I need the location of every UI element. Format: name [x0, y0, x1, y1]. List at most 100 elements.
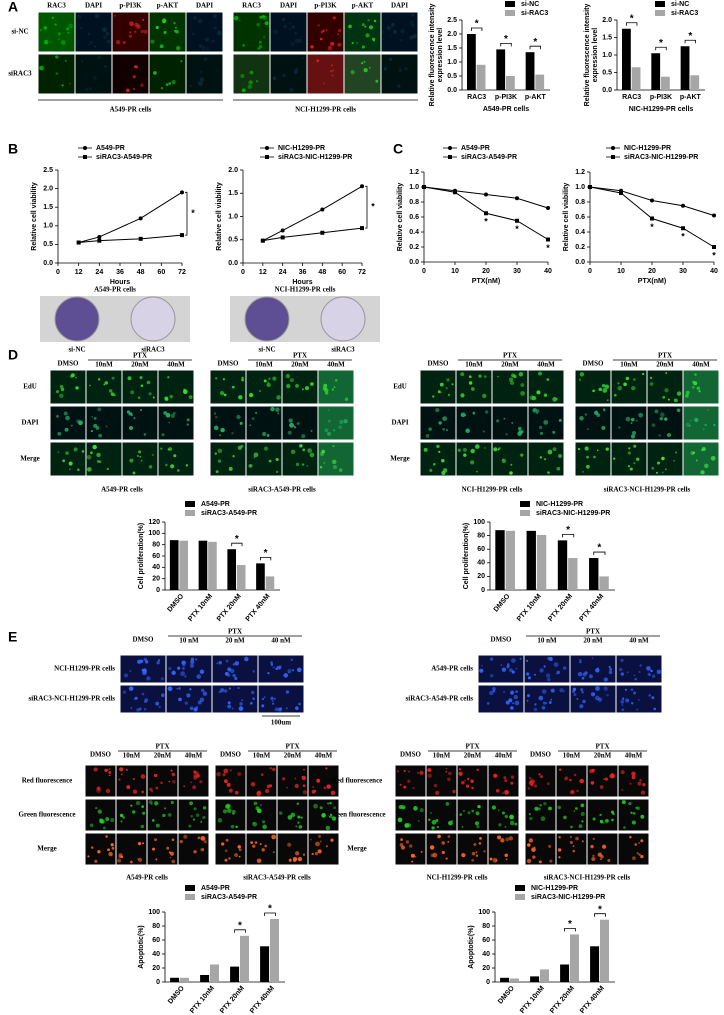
- cell: [222, 809, 228, 814]
- cell: [508, 836, 514, 841]
- cell: [165, 83, 169, 87]
- cell: [313, 803, 318, 809]
- cell: [241, 378, 244, 382]
- x-tick-label: 48: [137, 269, 145, 276]
- column-header: PTX: [596, 743, 610, 751]
- cell: [167, 812, 172, 817]
- cell: [329, 801, 332, 805]
- cell: [143, 433, 147, 436]
- cell: [179, 839, 183, 844]
- cell: [477, 804, 481, 809]
- cell: [80, 26, 83, 29]
- column-header: DMSO: [58, 360, 80, 368]
- cell: [178, 687, 181, 690]
- cell: [578, 378, 582, 382]
- bar: [651, 53, 661, 90]
- cell: [200, 820, 203, 823]
- cell: [467, 777, 470, 781]
- micrograph: [394, 832, 427, 866]
- cell: [478, 842, 482, 845]
- cell: [331, 388, 334, 391]
- cell: [412, 34, 417, 39]
- cell: [190, 659, 195, 665]
- cell: [600, 858, 602, 861]
- cell: [337, 33, 340, 36]
- cell: [160, 677, 164, 681]
- cell: [510, 690, 515, 695]
- cell: [224, 849, 228, 853]
- cell: [272, 76, 277, 80]
- cell: [432, 462, 436, 466]
- cell: [143, 29, 148, 34]
- cell: [460, 372, 465, 377]
- cell: [243, 656, 249, 662]
- cell: [640, 790, 646, 795]
- cell: [527, 843, 531, 847]
- significance: *: [504, 34, 508, 45]
- column-header: DMSO: [428, 360, 450, 368]
- cell: [651, 696, 655, 700]
- legend-swatch: [505, 1, 515, 7]
- cell: [142, 811, 146, 815]
- cell: [295, 825, 298, 828]
- point: [320, 207, 325, 212]
- cell: [57, 431, 62, 436]
- cell: [262, 431, 267, 437]
- cell: [144, 698, 149, 703]
- legend-marker: [83, 146, 87, 150]
- x-tick-label: 72: [358, 269, 366, 276]
- cell: [217, 459, 222, 463]
- legend-label: siRAC3-NIC-H1299-PR: [536, 510, 610, 517]
- cell: [319, 451, 325, 457]
- cell: [544, 458, 547, 460]
- significance-bracket: [470, 27, 483, 31]
- cell: [621, 708, 625, 712]
- cell: [129, 670, 132, 673]
- row-label: Red fluorescence: [22, 777, 73, 785]
- cell: [390, 22, 395, 27]
- cell: [188, 395, 193, 399]
- cell: [168, 421, 171, 424]
- bar: [495, 530, 505, 590]
- cell: [195, 813, 200, 817]
- y-tick-label: 2.0: [602, 17, 612, 24]
- x-tick-label: 20: [482, 268, 490, 275]
- y-tick-label: 0.8: [575, 199, 585, 206]
- micrograph: [245, 369, 283, 405]
- cell: [632, 691, 637, 695]
- y-axis-label: Relative cell viability: [216, 182, 223, 251]
- cell: [427, 768, 432, 773]
- cell: [140, 384, 144, 388]
- cell: [217, 30, 222, 36]
- cell: [547, 677, 551, 682]
- cell: [263, 36, 266, 39]
- cell: [636, 852, 639, 855]
- cell: [559, 688, 564, 693]
- cell: [102, 826, 106, 830]
- y-tick-label: 0.0: [602, 87, 612, 94]
- cell: [232, 673, 236, 678]
- cell: [272, 767, 276, 772]
- cell: [104, 64, 108, 68]
- cell: [170, 464, 175, 469]
- cell: [295, 851, 300, 856]
- cell: [638, 671, 641, 673]
- micrograph: [617, 832, 650, 866]
- cell: [90, 451, 93, 455]
- cell: [263, 446, 269, 451]
- cell: [638, 853, 641, 856]
- legend-label: si-NC: [671, 1, 689, 8]
- significance-bracket: [500, 43, 512, 47]
- cell: [324, 388, 329, 393]
- significance-bracket: [593, 551, 606, 556]
- cell: [216, 771, 221, 777]
- cell: [500, 664, 503, 666]
- cell: [580, 803, 585, 808]
- y-tick-label: 80: [152, 923, 160, 930]
- cell: [501, 458, 507, 464]
- cell: [103, 383, 106, 386]
- cell: [315, 841, 320, 847]
- cell: [291, 669, 294, 672]
- cell: [158, 659, 161, 662]
- cell: [373, 19, 377, 23]
